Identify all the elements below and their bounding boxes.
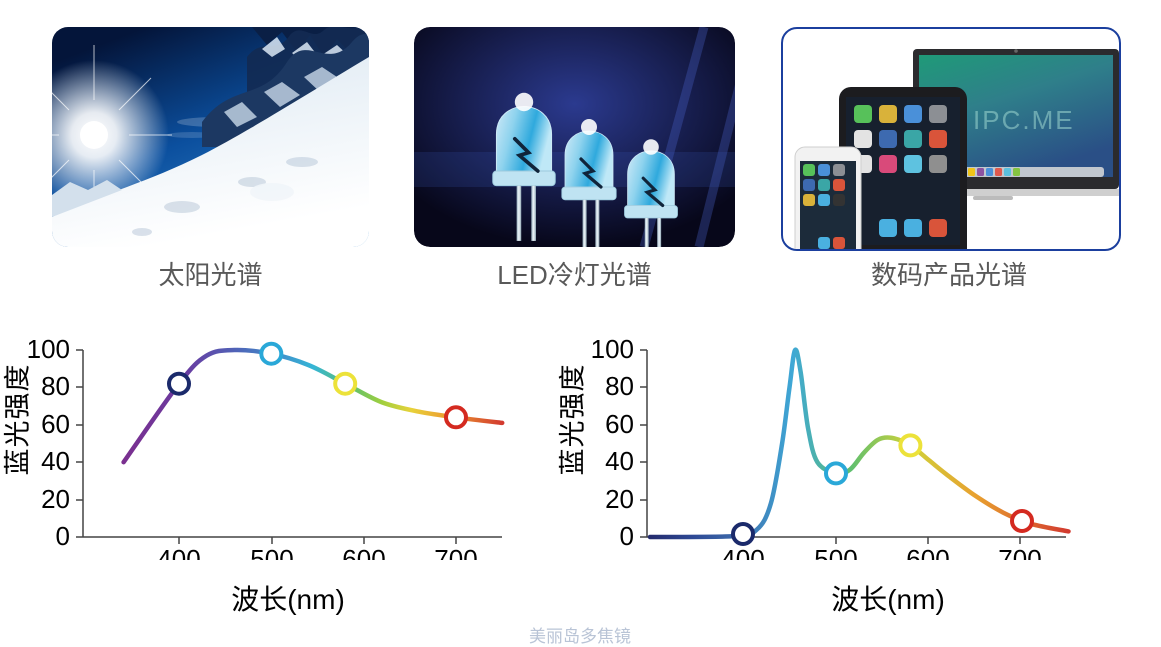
svg-text:600: 600 [906,544,949,560]
svg-text:60: 60 [41,409,70,439]
svg-text:0: 0 [620,521,634,551]
svg-text:600: 600 [342,544,385,560]
svg-text:700: 700 [434,544,477,560]
svg-text:500: 500 [814,544,857,560]
svg-text:80: 80 [605,371,634,401]
svg-text:40: 40 [605,446,634,476]
svg-text:20: 20 [605,484,634,514]
svg-text:0: 0 [56,521,70,551]
svg-text:100: 100 [591,334,634,364]
svg-text:500: 500 [250,544,293,560]
svg-text:400: 400 [157,544,200,560]
svg-text:400: 400 [721,544,764,560]
svg-text:700: 700 [998,544,1041,560]
svg-text:80: 80 [41,371,70,401]
svg-text:60: 60 [605,409,634,439]
svg-text:IPC.ME: IPC.ME [973,105,1075,135]
svg-text:20: 20 [41,484,70,514]
svg-text:40: 40 [41,446,70,476]
